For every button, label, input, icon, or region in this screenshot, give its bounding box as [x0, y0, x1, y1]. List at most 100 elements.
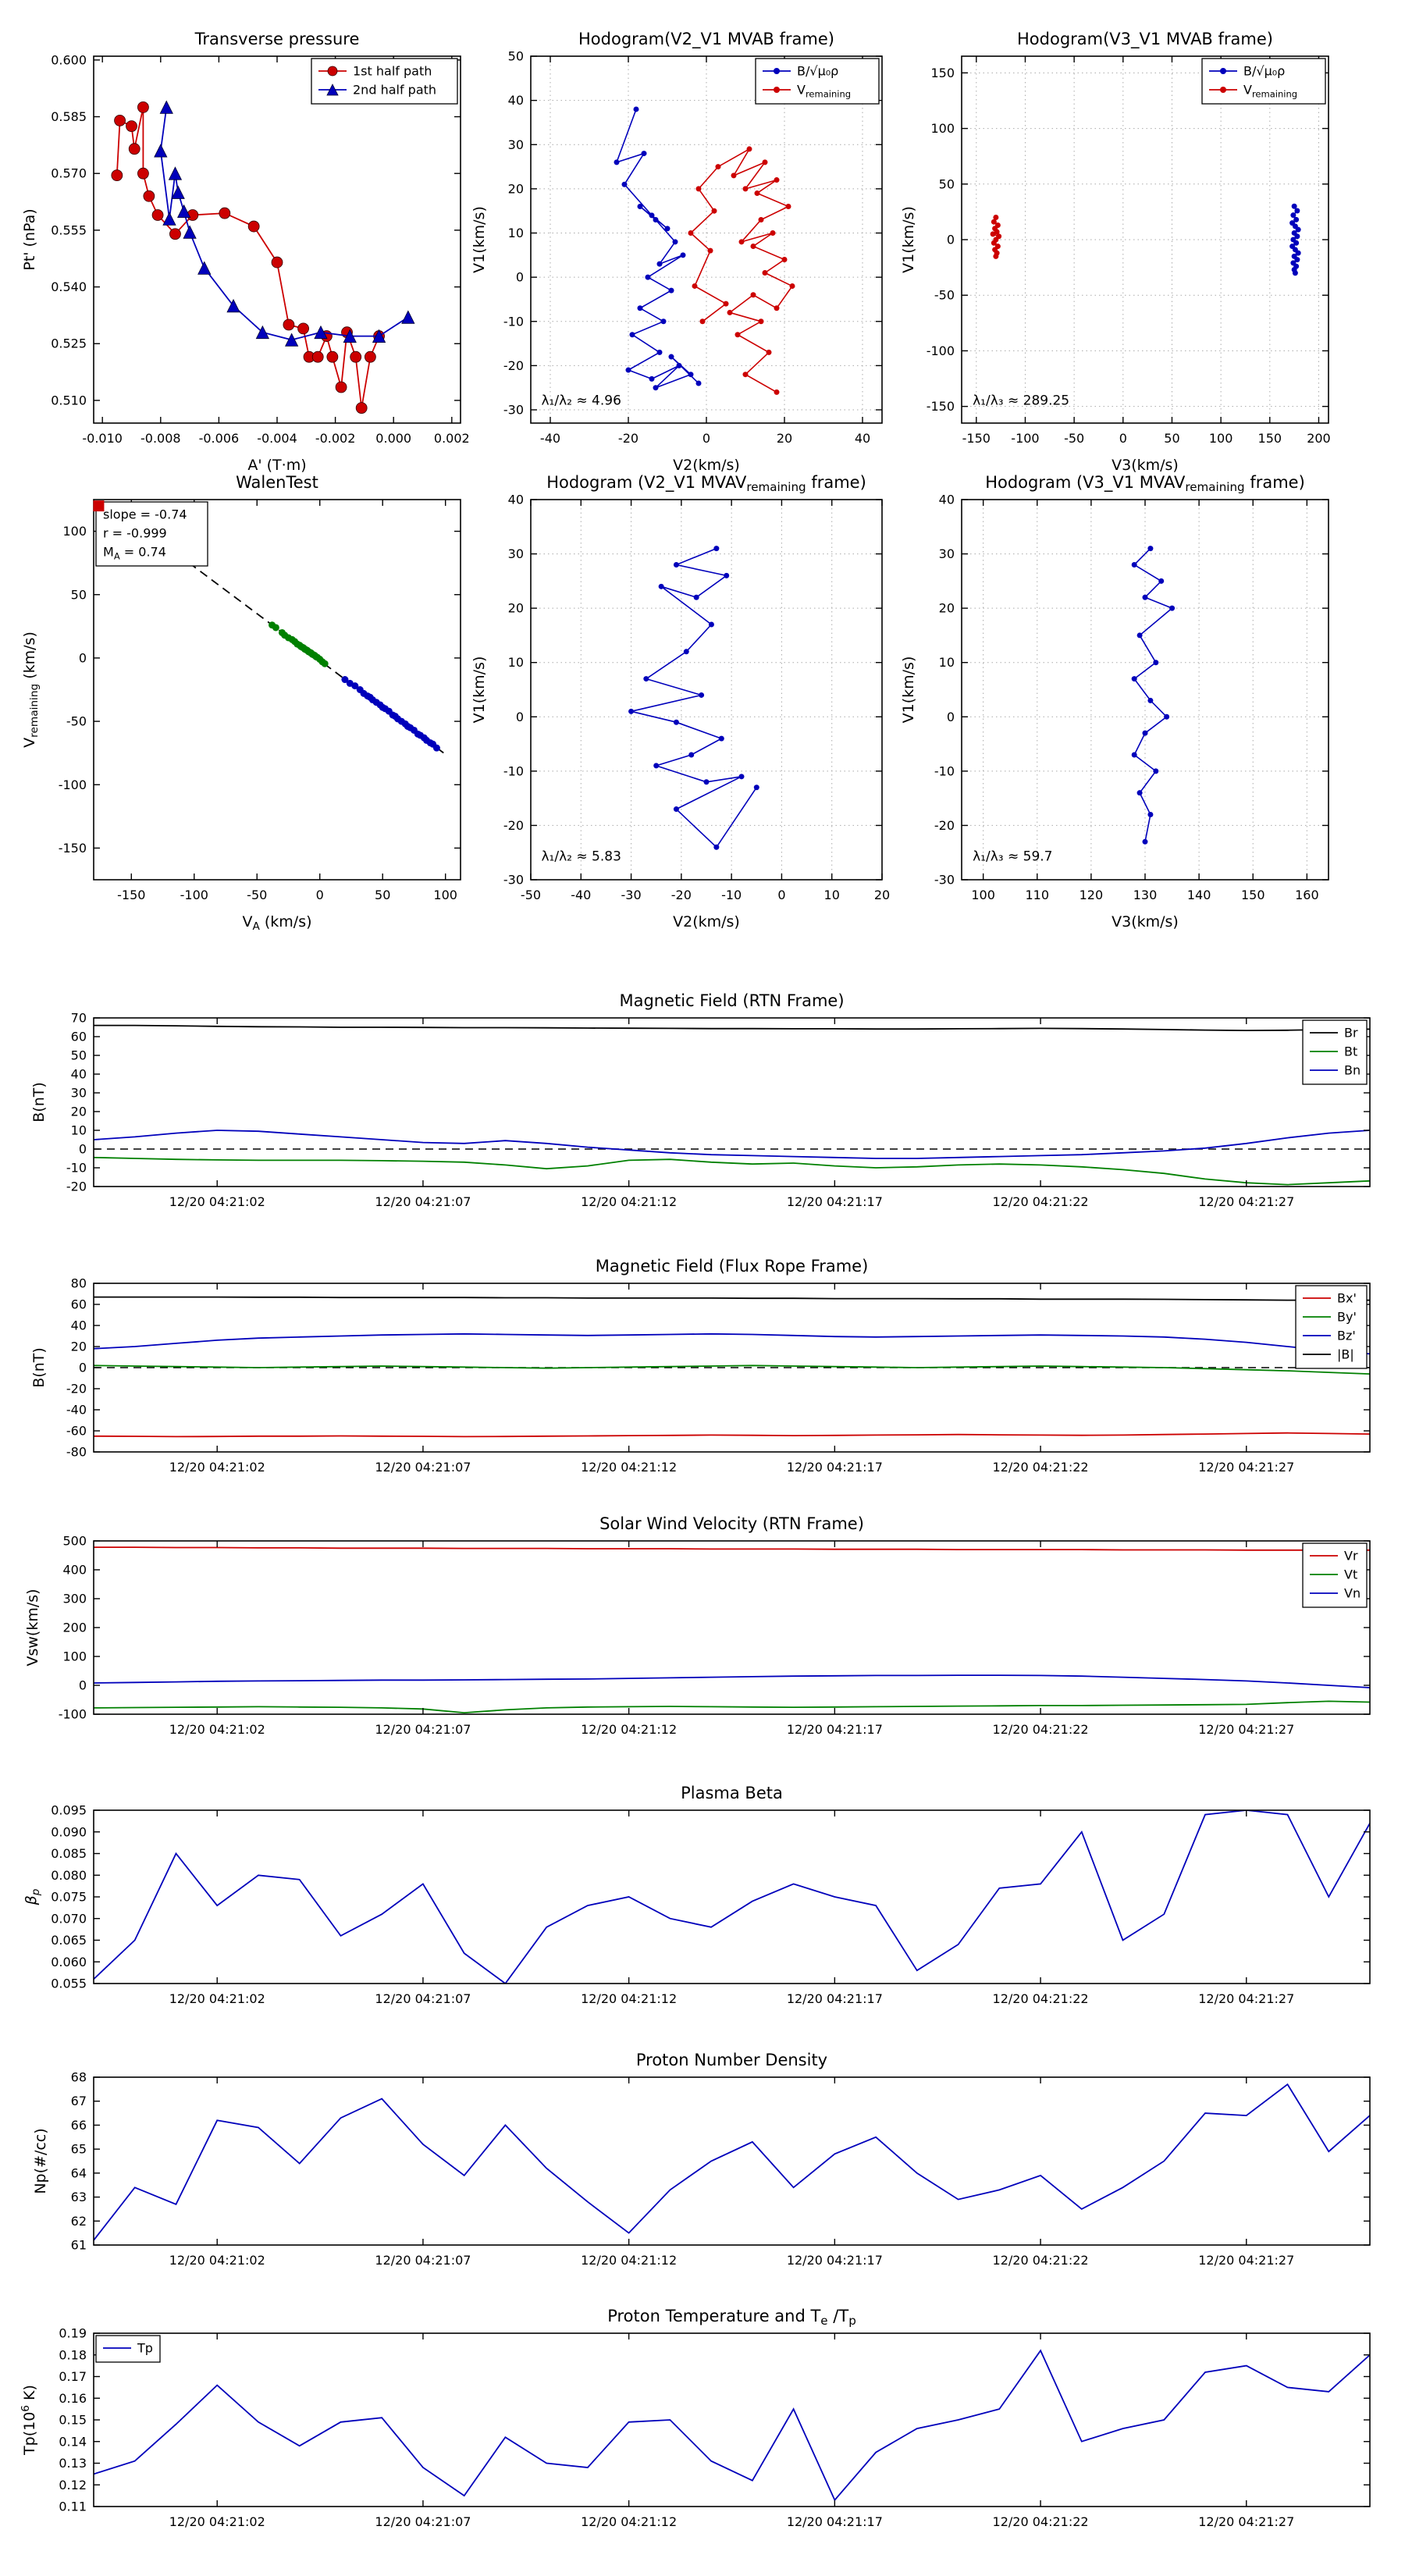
x-tick-label: 12/20 04:21:07: [375, 2514, 471, 2529]
chart-svg-hodogram-v3v1-mvab: -150 -100 -50 0 50 100 150 200 -150 -100 -50 0 50 100…: [900, 30, 1331, 474]
legend-label: By': [1337, 1310, 1357, 1325]
y-tick-label: 0.11: [59, 2500, 87, 2514]
legend: B/√μ₀ρ Vremaining: [1201, 58, 1326, 105]
series-vn: [94, 1674, 1370, 1688]
legend: Br Bt Bn: [1302, 1019, 1368, 1085]
y-tick-label: 63: [71, 2190, 87, 2204]
chart-hodogram-v3v1-mvav: 100 110 120 130 140 150 160 -30 -20 -10 0 10 20 30 40 H…: [890, 451, 1346, 970]
x-tick-label: 12/20 04:21:27: [1198, 1194, 1294, 1209]
x-tick-label: 12/20 04:21:02: [169, 1460, 265, 1475]
y-tick-label: -10: [503, 763, 524, 778]
y-tick-label: 0.065: [51, 1933, 87, 1948]
x-axis-label: VA (km/s): [242, 913, 311, 933]
chart-svg-vsw-rtn: 12/20 04:21:02 12/20 04:21:07 12/20 04:21:…: [24, 1514, 1371, 1737]
x-tick-label: 12/20 04:21:17: [787, 1194, 883, 1209]
series-np: [94, 2083, 1370, 2241]
x-tick-label: -0.002: [315, 431, 356, 446]
legend-label: Bt: [1344, 1044, 1357, 1059]
x-axis-label: A' (T·m): [247, 457, 306, 474]
y-tick-label: 40: [939, 493, 955, 507]
chart-mag-flux: 12/20 04:21:02 12/20 04:21:07 12/20 04:21:…: [16, 1243, 1389, 1477]
x-tick-label: 0: [777, 888, 785, 902]
chart-svg-mag-rtn: 12/20 04:21:02 12/20 04:21:07 12/20 04:21:…: [30, 991, 1371, 1209]
x-tick-label: 50: [375, 888, 390, 902]
x-tick-label: 130: [1133, 888, 1158, 902]
y-tick-label: 0: [79, 650, 87, 665]
y-axis-label: βp: [23, 1888, 42, 1905]
y-tick-label: 67: [71, 2094, 87, 2108]
chart-title: WalenTest: [236, 473, 318, 492]
series-first-half-points: [269, 621, 329, 667]
y-tick-label: 0: [516, 270, 524, 285]
y-tick-label: 68: [71, 2070, 87, 2085]
chart-svg-proton-temp: 12/20 04:21:02 12/20 04:21:07 12/20 04:21:…: [20, 2307, 1371, 2529]
series-v-remaining: [688, 146, 795, 395]
x-tick-label: 12/20 04:21:07: [375, 1991, 471, 2006]
y-tick-label: 0.095: [51, 1803, 87, 1818]
x-tick-label: 12/20 04:21:22: [993, 2514, 1089, 2529]
y-tick-label: 64: [71, 2165, 87, 2180]
axes-frame: [93, 1809, 1371, 1984]
y-tick-label: 100: [930, 121, 955, 136]
y-tick-label: 20: [71, 1105, 87, 1119]
y-tick-label: 0.16: [59, 2391, 87, 2406]
series-bx-prime: [94, 1432, 1370, 1438]
y-tick-label: -80: [66, 1445, 87, 1460]
y-tick-label: 65: [71, 2142, 87, 2157]
y-tick-label: 40: [508, 493, 524, 507]
x-tick-label: 0.000: [375, 431, 411, 446]
series-beta-p: [94, 1810, 1370, 1984]
chart-svg-hodogram-v3v1-mvav: 100 110 120 130 140 150 160 -30 -20 -10 0 10 20 30 40 H…: [900, 473, 1329, 930]
x-tick-label: 0: [702, 431, 710, 446]
legend-label: Bx': [1337, 1291, 1357, 1306]
x-tick-label: 12/20 04:21:12: [581, 2514, 677, 2529]
legend-label: Bn: [1344, 1063, 1361, 1078]
ticks: [962, 56, 1329, 423]
x-tick-label: -0.006: [199, 431, 240, 446]
x-tick-label: 50: [1164, 431, 1179, 446]
x-tick-label: -50: [521, 888, 541, 902]
legend-label: slope = -0.74: [103, 507, 187, 522]
y-tick-label: 150: [930, 66, 955, 80]
chart-mag-rtn: 12/20 04:21:02 12/20 04:21:07 12/20 04:21:…: [16, 977, 1389, 1212]
chart-svg-proton-density: 12/20 04:21:02 12/20 04:21:07 12/20 04:21:…: [32, 2051, 1371, 2268]
y-tick-label: 0.600: [51, 52, 87, 67]
y-tick-label: 300: [62, 1592, 87, 1606]
y-tick-label: 20: [71, 1340, 87, 1354]
chart-proton-density: 12/20 04:21:02 12/20 04:21:07 12/20 04:21:…: [16, 2037, 1389, 2271]
legend: 1st half path 2nd half path: [311, 58, 458, 105]
x-tick-label: -20: [671, 888, 692, 902]
y-tick-label: -30: [503, 873, 524, 888]
chart-transverse-pressure: -0.010 -0.008 -0.006 -0.004 -0.002 0.000 0.002…: [16, 8, 484, 511]
y-tick-label: 60: [71, 1297, 87, 1312]
y-tick-label: 0.085: [51, 1846, 87, 1861]
series-by-prime: [94, 1364, 1370, 1375]
series-start-point: [93, 500, 105, 512]
x-tick-label: -100: [1011, 431, 1039, 446]
x-tick-label: 12/20 04:21:02: [169, 2253, 265, 2268]
legend-label: Tp: [137, 2341, 153, 2356]
y-tick-label: 70: [71, 1011, 87, 1026]
x-tick-label: 12/20 04:21:22: [993, 1722, 1089, 1737]
y-axis-label: V1(km/s): [471, 206, 488, 273]
chart-title: Magnetic Field (RTN Frame): [619, 991, 844, 1010]
y-axis-label: Vsw(km/s): [24, 1589, 41, 1666]
chart-svg-hodogram-v2v1-mvab: -40 -20 0 20 40 -30 -20 -10 0 10 20 30 40 50 Hodogram(…: [471, 30, 883, 474]
chart-title: Magnetic Field (Flux Rope Frame): [596, 1257, 869, 1276]
y-tick-label: 30: [508, 546, 524, 561]
x-tick-label: 12/20 04:21:07: [375, 1194, 471, 1209]
chart-svg-walen-test: -150 -100 -50 0 50 100 -150 -100 -50 0 50 100 WalenT…: [21, 473, 461, 933]
y-tick-label: 400: [62, 1563, 87, 1578]
ticks: [94, 1017, 1370, 1187]
ticks: [94, 1809, 1370, 1984]
series-bt: [94, 1156, 1370, 1186]
chart-title: Hodogram (V2_V1 MVAVremaining frame): [546, 473, 866, 494]
x-tick-label: 12/20 04:21:27: [1198, 1991, 1294, 2006]
y-tick-label: 0: [947, 710, 955, 724]
chart-title: Transverse pressure: [194, 30, 360, 48]
x-tick-label: -50: [247, 888, 267, 902]
y-tick-label: 0.13: [59, 2456, 87, 2471]
y-tick-label: -100: [927, 343, 955, 358]
x-tick-label: 12/20 04:21:22: [993, 1991, 1089, 2006]
y-tick-label: 50: [71, 587, 87, 602]
